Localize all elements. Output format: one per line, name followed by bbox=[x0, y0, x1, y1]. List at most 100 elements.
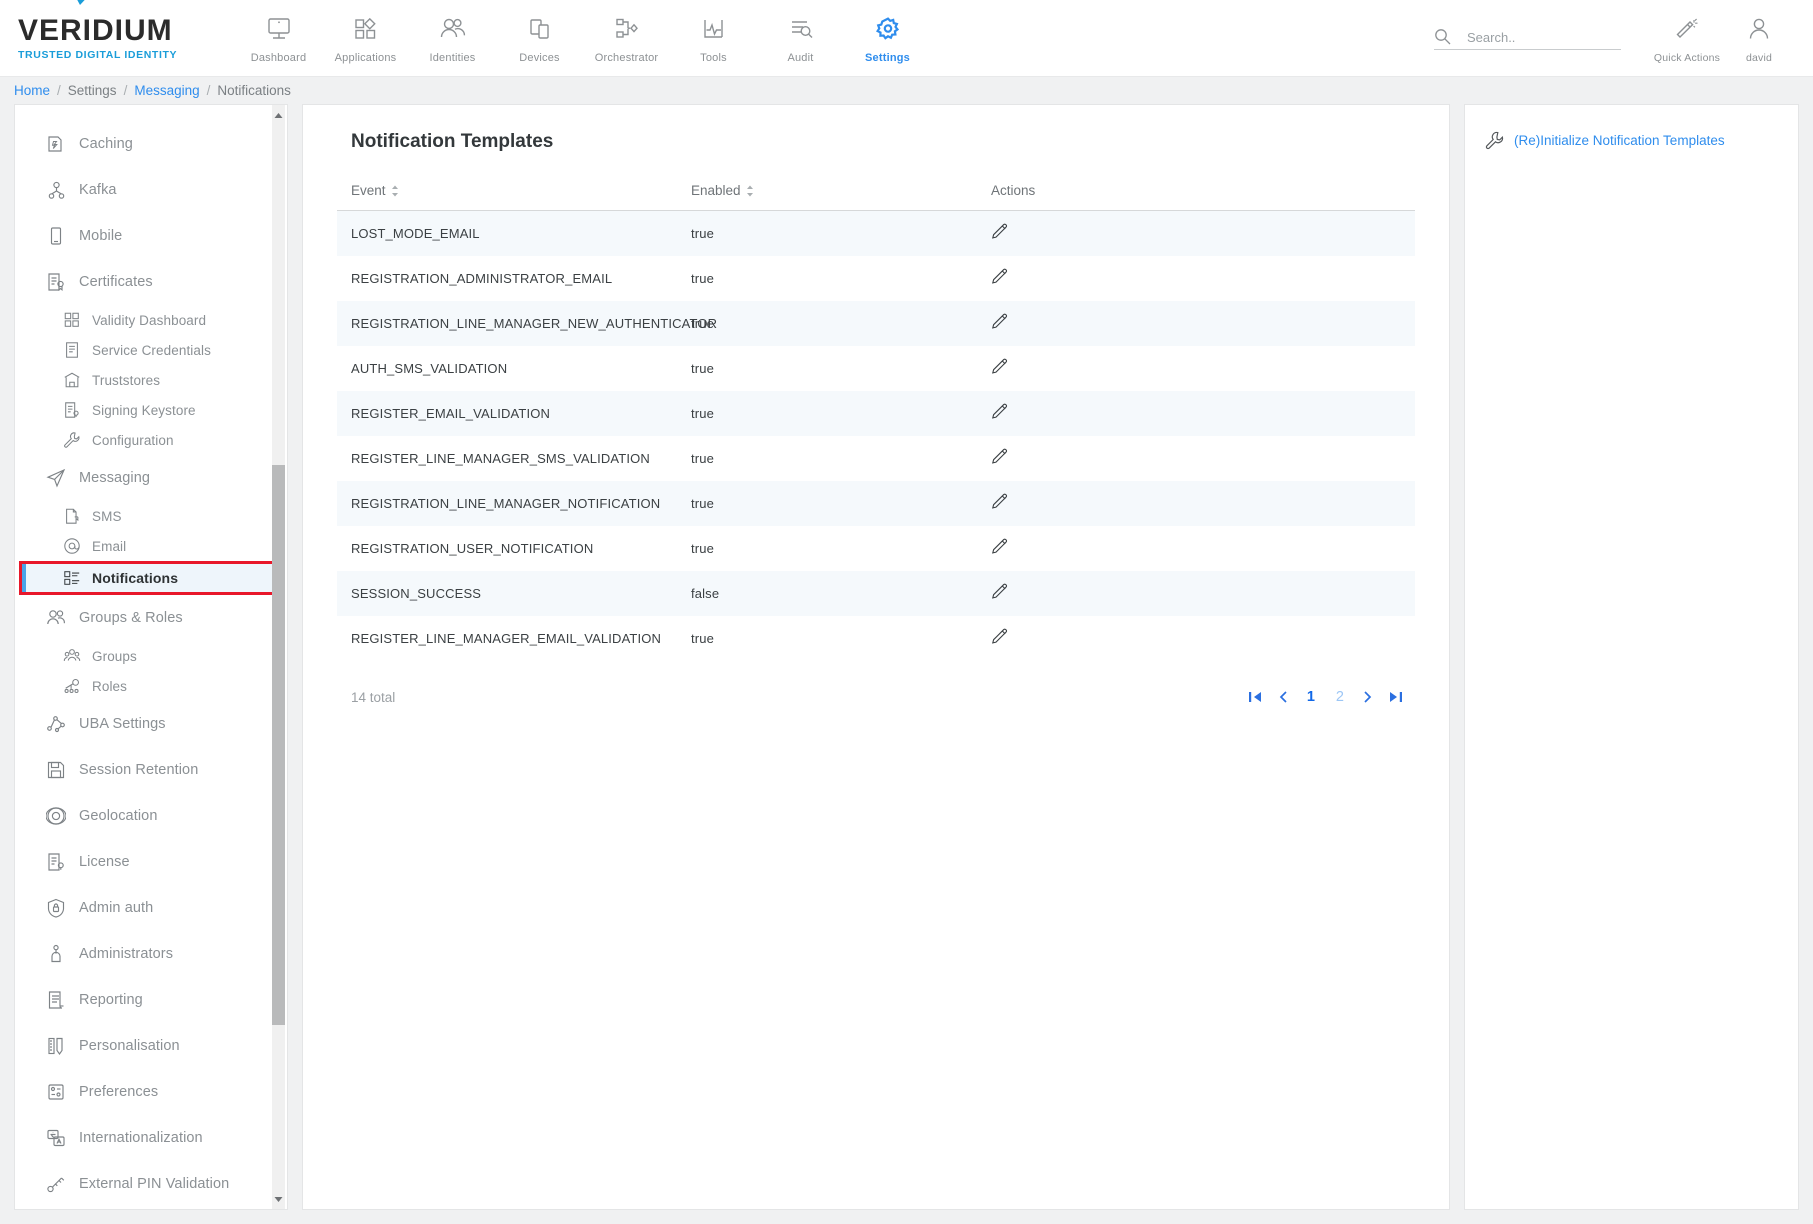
nav-item-identities[interactable]: Identities bbox=[409, 12, 496, 64]
group-people-icon bbox=[63, 647, 81, 665]
table-row: REGISTER_LINE_MANAGER_EMAIL_VALIDATION tr… bbox=[337, 616, 1415, 661]
edit-template-button[interactable] bbox=[991, 448, 1009, 466]
column-header-enabled[interactable]: Enabled bbox=[677, 183, 977, 211]
sms-icon bbox=[63, 507, 81, 525]
nav-item-settings[interactable]: Settings bbox=[844, 12, 931, 64]
scroll-up-arrow-icon[interactable] bbox=[272, 107, 285, 123]
sidebar-item-mobile[interactable]: Mobile bbox=[15, 213, 287, 259]
sidebar-item-configuration[interactable]: Configuration bbox=[15, 425, 287, 455]
sidebar-item-internationalization[interactable]: Internationalization bbox=[15, 1115, 287, 1161]
audit-search-icon bbox=[788, 14, 814, 44]
breadcrumb-item-settings[interactable]: Settings bbox=[67, 83, 117, 98]
sidebar-scrollbar-thumb[interactable] bbox=[272, 465, 285, 1025]
search-input[interactable] bbox=[1467, 29, 1607, 45]
sidebar-item-validity-dashboard[interactable]: Validity Dashboard bbox=[15, 305, 287, 335]
nav-item-orchestrator[interactable]: Orchestrator bbox=[583, 12, 670, 64]
wrench-icon bbox=[1485, 131, 1504, 150]
sidebar-item-label: Geolocation bbox=[79, 808, 158, 824]
edit-template-button[interactable] bbox=[991, 268, 1009, 286]
breadcrumb-item-notifications: Notifications bbox=[217, 83, 291, 98]
page-number-2[interactable]: 2 bbox=[1331, 687, 1349, 707]
search-box[interactable] bbox=[1434, 28, 1621, 50]
sidebar-item-preferences[interactable]: Preferences bbox=[15, 1069, 287, 1115]
document-icon bbox=[63, 341, 81, 359]
column-header-event[interactable]: Event bbox=[337, 183, 677, 211]
sidebar-scroll-area: Caching Kafka Mobile Certificates Validity D… bbox=[15, 105, 287, 1209]
sidebar-item-truststores[interactable]: Truststores bbox=[15, 365, 287, 395]
language-icon bbox=[45, 1128, 66, 1149]
nav-item-applications[interactable]: Applications bbox=[322, 12, 409, 64]
sidebar-item-kafka[interactable]: Kafka bbox=[15, 167, 287, 213]
sidebar-item-admin-auth[interactable]: Admin auth bbox=[15, 885, 287, 931]
sidebar-item-label: Validity Dashboard bbox=[92, 312, 207, 328]
sidebar-item-administrators[interactable]: Administrators bbox=[15, 931, 287, 977]
nav-item-dashboard[interactable]: Dashboard bbox=[235, 12, 322, 64]
edit-template-button[interactable] bbox=[991, 313, 1009, 331]
cell-event: REGISTER_LINE_MANAGER_SMS_VALIDATION bbox=[351, 451, 650, 466]
sidebar-item-roles[interactable]: Roles bbox=[15, 671, 287, 701]
sidebar-item-groups-roles[interactable]: Groups & Roles bbox=[15, 595, 287, 641]
nav-item-tools[interactable]: Tools bbox=[670, 12, 757, 64]
edit-template-button[interactable] bbox=[991, 223, 1009, 241]
sidebar-item-geolocation[interactable]: Geolocation bbox=[15, 793, 287, 839]
sidebar-item-uba-settings[interactable]: UBA Settings bbox=[15, 701, 287, 747]
sidebar-item-label: Kafka bbox=[79, 182, 117, 198]
edit-template-button[interactable] bbox=[991, 628, 1009, 646]
sidebar-item-license[interactable]: License bbox=[15, 839, 287, 885]
user-name-label: david bbox=[1745, 51, 1773, 64]
cell-enabled: true bbox=[691, 316, 715, 331]
sidebar-item-notifications[interactable]: Notifications bbox=[19, 561, 283, 595]
sidebar-item-caching[interactable]: Caching bbox=[15, 121, 287, 167]
sidebar-item-service-credentials[interactable]: Service Credentials bbox=[15, 335, 287, 365]
edit-template-button[interactable] bbox=[991, 403, 1009, 421]
uba-network-icon bbox=[45, 714, 66, 735]
last-page-button[interactable] bbox=[1386, 689, 1405, 705]
scroll-down-arrow-icon[interactable] bbox=[272, 1191, 285, 1207]
edit-template-button[interactable] bbox=[991, 493, 1009, 511]
reinitialize-templates-action[interactable]: (Re)Initialize Notification Templates bbox=[1485, 131, 1778, 150]
cell-actions bbox=[977, 346, 1415, 391]
sidebar-item-messaging[interactable]: Messaging bbox=[15, 455, 287, 501]
nav-item-devices[interactable]: Devices bbox=[496, 12, 583, 64]
sidebar-item-signing-keystore[interactable]: Signing Keystore bbox=[15, 395, 287, 425]
cell-enabled: true bbox=[691, 226, 715, 241]
page-number-1[interactable]: 1 bbox=[1302, 687, 1320, 707]
sidebar-item-personalisation[interactable]: Personalisation bbox=[15, 1023, 287, 1069]
sort-toggle-icon[interactable] bbox=[746, 185, 754, 197]
sort-toggle-icon[interactable] bbox=[391, 185, 399, 197]
nav-label: Audit bbox=[787, 52, 814, 64]
sidebar-item-label: Groups & Roles bbox=[79, 610, 183, 626]
sidebar-item-label: Truststores bbox=[92, 372, 161, 388]
first-page-button[interactable] bbox=[1246, 689, 1265, 705]
user-menu[interactable]: david bbox=[1723, 14, 1795, 64]
sidebar-item-external-pin-validation[interactable]: External PIN Validation bbox=[15, 1161, 287, 1207]
breadcrumb-item-messaging[interactable]: Messaging bbox=[134, 83, 200, 98]
edit-template-button[interactable] bbox=[991, 358, 1009, 376]
next-page-button[interactable] bbox=[1360, 689, 1375, 705]
sidebar-item-groups[interactable]: Groups bbox=[15, 641, 287, 671]
nav-item-audit[interactable]: Audit bbox=[757, 12, 844, 64]
sidebar-item-email[interactable]: Email bbox=[15, 531, 287, 561]
sidebar-item-sms[interactable]: SMS bbox=[15, 501, 287, 531]
sidebar-item-reporting[interactable]: Reporting bbox=[15, 977, 287, 1023]
gear-icon bbox=[875, 14, 901, 44]
brand-logo[interactable]: VERIDIUM TRUSTED DIGITAL IDENTITY bbox=[18, 0, 198, 61]
edit-pencil-icon bbox=[991, 223, 1009, 241]
edit-template-button[interactable] bbox=[991, 583, 1009, 601]
sidebar-item-label: Caching bbox=[79, 136, 133, 152]
nav-label: Applications bbox=[334, 52, 397, 64]
breadcrumb-item-home[interactable]: Home bbox=[14, 83, 51, 98]
breadcrumb: Home / Settings / Messaging / Notificati… bbox=[0, 77, 1813, 104]
previous-page-button[interactable] bbox=[1276, 689, 1291, 705]
table-head: Event Enabled bbox=[337, 183, 1415, 211]
edit-pencil-icon bbox=[991, 448, 1009, 466]
edit-pencil-icon bbox=[991, 583, 1009, 601]
settings-sidebar: Caching Kafka Mobile Certificates Validity D… bbox=[14, 104, 288, 1210]
column-label: Actions bbox=[991, 183, 1036, 198]
edit-template-button[interactable] bbox=[991, 538, 1009, 556]
sidebar-item-session-retention[interactable]: Session Retention bbox=[15, 747, 287, 793]
edit-pencil-icon bbox=[991, 358, 1009, 376]
breadcrumb-separator: / bbox=[123, 83, 128, 98]
sidebar-item-certificates[interactable]: Certificates bbox=[15, 259, 287, 305]
quick-actions-button[interactable]: Quick Actions bbox=[1651, 14, 1723, 64]
